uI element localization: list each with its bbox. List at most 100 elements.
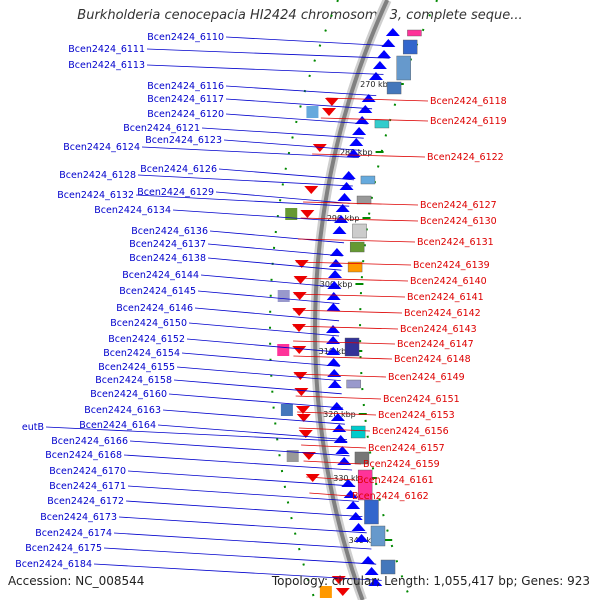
forward-leader-line	[173, 379, 342, 395]
reverse-leader-line	[298, 238, 416, 243]
reverse-gene-label[interactable]: Bcen2424_6156	[372, 426, 449, 437]
reverse-gene-label[interactable]: Bcen2424_6157	[368, 443, 445, 454]
reverse-gene-block	[306, 106, 319, 118]
reverse-gene-label[interactable]: Bcen2424_6140	[410, 276, 487, 287]
forward-gene-block	[374, 119, 390, 129]
forward-gene-label[interactable]: Bcen2424_6124	[63, 142, 140, 153]
reverse-leader-line	[293, 309, 403, 314]
forward-gene-label[interactable]: Bcen2424_6129	[137, 187, 214, 198]
reverse-gene-label[interactable]: Bcen2424_6148	[394, 354, 471, 365]
forward-gene-label[interactable]: Bcen2424_6121	[123, 123, 200, 134]
reverse-leader-line	[298, 427, 371, 432]
reverse-leader-line	[306, 476, 356, 481]
forward-gene-arrow	[326, 325, 341, 333]
forward-gene-label[interactable]: Bcen2424_6134	[94, 205, 171, 216]
tick-label: 320 kbp	[323, 410, 356, 419]
forward-gene-arrow	[361, 556, 376, 564]
reverse-gene-label[interactable]: Bcen2424_6161	[357, 475, 434, 486]
reverse-gene-label[interactable]: Bcen2424_6130	[420, 216, 497, 227]
forward-gene-label[interactable]: Bcen2424_6113	[68, 60, 145, 71]
reverse-gene-arrow	[296, 414, 311, 422]
forward-gene-arrow	[330, 413, 345, 421]
forward-gene-label[interactable]: Bcen2424_6120	[147, 109, 224, 120]
reverse-gene-label[interactable]: Bcen2424_6162	[352, 491, 429, 502]
forward-gene-label[interactable]: Bcen2424_6116	[147, 81, 224, 92]
forward-gene-label[interactable]: Bcen2424_6171	[49, 481, 126, 492]
forward-gene-label[interactable]: Bcen2424_6154	[103, 348, 180, 359]
forward-gene-label[interactable]: Bcen2424_6164	[79, 420, 156, 431]
forward-gene-label[interactable]: Bcen2424_6173	[40, 512, 117, 523]
reverse-gene-label[interactable]: Bcen2424_6119	[430, 116, 507, 127]
forward-gene-arrow	[346, 501, 361, 509]
forward-gene-label[interactable]: Bcen2424_6152	[108, 334, 185, 345]
reverse-gene-label[interactable]: Bcen2424_6122	[427, 152, 504, 163]
forward-leader-line	[200, 274, 341, 288]
forward-gene-label[interactable]: Bcen2424_6117	[147, 94, 224, 105]
reverse-gene-label[interactable]: Bcen2424_6143	[400, 324, 477, 335]
forward-gene-label[interactable]: Bcen2424_6111	[68, 44, 145, 55]
forward-gene-label[interactable]: Bcen2424_6175	[25, 543, 102, 554]
forward-gene-label[interactable]: Bcen2424_6160	[90, 389, 167, 400]
forward-gene-label[interactable]: Bcen2424_6126	[140, 164, 217, 175]
reverse-gene-arrow	[335, 588, 350, 596]
forward-gene-label[interactable]: Bcen2424_6174	[35, 528, 112, 539]
forward-gene-block	[346, 379, 361, 389]
forward-gene-label[interactable]: Bcen2424_6166	[51, 436, 128, 447]
forward-leader-line	[113, 532, 372, 550]
forward-leader-line	[181, 352, 340, 367]
forward-leader-line	[146, 48, 390, 59]
reverse-leader-line	[309, 492, 351, 497]
forward-gene-label[interactable]: Bcen2424_6150	[110, 318, 187, 329]
forward-gene-label[interactable]: Bcen2424_6128	[59, 170, 136, 181]
reverse-leader-line	[300, 217, 419, 222]
inner-dotted-ring	[358, 0, 438, 600]
forward-gene-label[interactable]: Bcen2424_6163	[84, 405, 161, 416]
forward-gene-label[interactable]: Bcen2424_6170	[49, 466, 126, 477]
reverse-gene-label[interactable]: Bcen2424_6153	[378, 410, 455, 421]
forward-gene-block	[396, 55, 411, 81]
forward-gene-label[interactable]: Bcen2424_6132	[57, 190, 134, 201]
reverse-leader-line	[297, 411, 377, 416]
forward-gene-label[interactable]: Bcen2424_6137	[129, 239, 206, 250]
forward-gene-arrow	[326, 303, 341, 311]
forward-gene-arrow	[352, 127, 367, 135]
forward-leader-line	[197, 290, 340, 304]
forward-gene-label[interactable]: Bcen2424_6145	[119, 286, 196, 297]
reverse-gene-label[interactable]: Bcen2424_6142	[404, 308, 481, 319]
forward-leader-line	[127, 470, 356, 487]
reverse-gene-arrow	[298, 430, 313, 438]
reverse-gene-label[interactable]: Bcen2424_6141	[407, 292, 484, 303]
forward-gene-label[interactable]: Bcen2424_6184	[15, 559, 92, 570]
reverse-leader-line	[303, 460, 362, 465]
reverse-gene-label[interactable]: Bcen2424_6151	[383, 394, 460, 405]
reverse-gene-label[interactable]: Bcen2424_6149	[388, 372, 465, 383]
forward-gene-label[interactable]: Bcen2424_6123	[145, 135, 222, 146]
forward-gene-arrow	[364, 567, 379, 575]
gene-features	[277, 28, 422, 598]
forward-gene-label[interactable]: Bcen2424_6146	[116, 303, 193, 314]
reverse-leader-line	[293, 340, 396, 345]
reverse-gene-label[interactable]: Bcen2424_6118	[430, 96, 507, 107]
reverse-gene-label[interactable]: Bcen2424_6127	[420, 200, 497, 211]
summary-text: Topology: circular; Length: 1,055,417 bp…	[271, 574, 590, 588]
forward-gene-label[interactable]: Bcen2424_6168	[45, 450, 122, 461]
forward-gene-arrow	[341, 479, 356, 487]
forward-leader-line	[176, 366, 341, 381]
reverse-gene-label[interactable]: Bcen2424_6131	[417, 237, 494, 248]
forward-gene-label[interactable]: Bcen2424_6136	[131, 226, 208, 237]
forward-gene-label[interactable]: Bcen2424_6155	[98, 362, 175, 373]
forward-gene-block	[349, 241, 365, 253]
forward-gene-label[interactable]: Bcen2424_6144	[122, 270, 199, 281]
forward-gene-label[interactable]: Bcen2424_6158	[95, 375, 172, 386]
reverse-leader-line	[293, 355, 393, 360]
forward-gene-label[interactable]: Bcen2424_6110	[147, 32, 224, 43]
accession-text: Accession: NC_008544	[8, 574, 145, 588]
reverse-gene-label[interactable]: Bcen2424_6159	[363, 459, 440, 470]
forward-gene-label[interactable]: Bcen2424_6138	[129, 253, 206, 264]
reverse-gene-label[interactable]: Bcen2424_6147	[397, 339, 474, 350]
forward-gene-block	[360, 175, 376, 185]
reverse-gene-label[interactable]: Bcen2424_6139	[413, 260, 490, 271]
reverse-gene-arrow	[305, 474, 320, 482]
forward-gene-label[interactable]: eutB	[22, 422, 44, 433]
forward-gene-label[interactable]: Bcen2424_6172	[47, 496, 124, 507]
